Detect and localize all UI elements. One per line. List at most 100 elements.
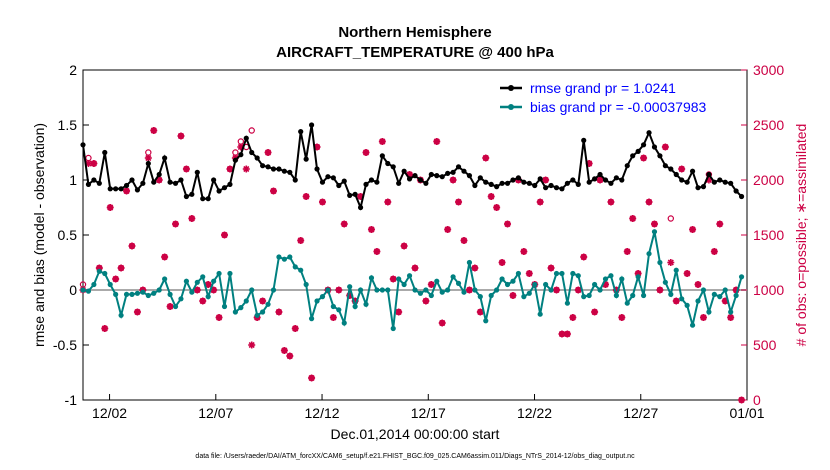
rmse-point: [494, 184, 500, 190]
bias-point: [581, 294, 587, 300]
rmse-point: [129, 177, 135, 183]
x-axis-label: Dec.01,2014 00:00:00 start: [330, 426, 500, 442]
rmse-point: [477, 175, 483, 181]
rmse-point: [510, 177, 516, 183]
obs-assimilated-point: [161, 253, 169, 261]
obs-assimilated-point: [384, 198, 392, 206]
obs-assimilated-point: [318, 198, 326, 206]
rmse-point: [499, 180, 505, 186]
obs-assimilated-point: [645, 198, 653, 206]
rmse-point: [232, 157, 238, 163]
x-tick-label: 12/22: [517, 405, 552, 421]
rmse-point: [532, 182, 538, 189]
bias-point: [216, 270, 222, 277]
rmse-point: [243, 135, 249, 141]
obs-assimilated-point: [166, 303, 174, 310]
rmse-point: [472, 182, 478, 189]
bias-point: [162, 276, 168, 282]
legend-label: rmse grand pr = 1.0241: [530, 80, 676, 96]
rmse-point: [336, 182, 342, 189]
obs-assimilated-point: [297, 237, 305, 244]
bias-point: [156, 287, 162, 293]
bias-point: [504, 281, 511, 288]
obs-assimilated-point: [569, 314, 577, 321]
bias-point: [619, 276, 625, 282]
obs-assimilated-point: [683, 270, 691, 277]
bias-point: [85, 288, 92, 294]
obs-possible-point: [667, 215, 675, 222]
rmse-point: [738, 193, 745, 200]
rmse-point: [602, 177, 609, 183]
rmse-point: [570, 177, 576, 183]
obs-assimilated-point: [188, 215, 196, 222]
bias-point: [423, 287, 429, 293]
rmse-point: [483, 179, 489, 185]
bias-point: [706, 309, 712, 315]
obs-assimilated-point: [389, 275, 397, 283]
obs-assimilated-point: [427, 281, 435, 288]
rmse-point: [292, 177, 298, 183]
bias-point: [510, 278, 516, 284]
obs-assimilated-point: [449, 176, 457, 184]
bias-point: [711, 291, 717, 297]
obs-assimilated-point: [215, 314, 223, 321]
rmse-point: [123, 182, 130, 189]
obs-assimilated-point: [362, 149, 370, 156]
bias-point: [537, 311, 543, 317]
bias-point: [488, 292, 494, 299]
obs-assimilated-point: [373, 248, 381, 255]
obs-assimilated-point: [591, 308, 599, 316]
legend-label: bias grand pr = -0.00037983: [530, 99, 707, 115]
obs-assimilated-point: [264, 149, 272, 156]
bias-point: [308, 316, 315, 322]
rmse-point: [592, 176, 598, 182]
bias-point: [559, 270, 565, 277]
rmse-point: [238, 152, 244, 158]
obs-assimilated-point: [302, 193, 310, 200]
rmse-point: [662, 163, 668, 169]
bias-point: [281, 256, 287, 262]
bias-point: [738, 274, 745, 280]
y-left-tick-label: 1: [69, 172, 77, 188]
bias-point: [700, 287, 707, 293]
rmse-point: [145, 160, 151, 167]
rmse-point: [352, 191, 358, 197]
bias-point: [178, 296, 184, 302]
y-left-tick-label: 0: [69, 282, 77, 298]
bias-point: [232, 309, 238, 315]
rmse-point: [102, 149, 108, 156]
obs-assimilated-point: [248, 341, 256, 349]
rmse-point: [347, 192, 353, 198]
bias-point: [107, 281, 113, 288]
obs-assimilated-point: [280, 347, 288, 354]
obs-assimilated-point: [286, 352, 294, 360]
bias-point: [543, 281, 549, 288]
bias-point: [461, 289, 467, 295]
obs-assimilated-point: [678, 165, 686, 173]
bias-point: [80, 287, 86, 293]
bias-point: [483, 318, 489, 324]
obs-assimilated-point: [738, 396, 746, 404]
bias-point: [526, 290, 532, 296]
bias-point: [532, 281, 538, 288]
bias-point: [689, 322, 696, 328]
bias-point: [385, 287, 391, 293]
bias-point: [477, 294, 483, 300]
obs-assimilated-point: [672, 297, 680, 305]
y-left-tick-label: -1: [65, 392, 78, 408]
bias-point: [200, 274, 206, 280]
obs-assimilated-point: [242, 165, 250, 173]
rmse-point: [167, 179, 173, 185]
obs-assimilated-point: [710, 248, 718, 255]
bias-point: [494, 287, 500, 293]
obs-assimilated-point: [411, 264, 419, 272]
obs-assimilated-point: [563, 330, 571, 338]
obs-assimilated-point: [400, 242, 408, 250]
bias-point: [118, 312, 124, 318]
bias-point: [466, 259, 473, 266]
rmse-point: [151, 179, 157, 185]
bias-point: [379, 287, 385, 293]
obs-assimilated-point: [226, 165, 234, 173]
obs-assimilated-point: [395, 308, 403, 316]
